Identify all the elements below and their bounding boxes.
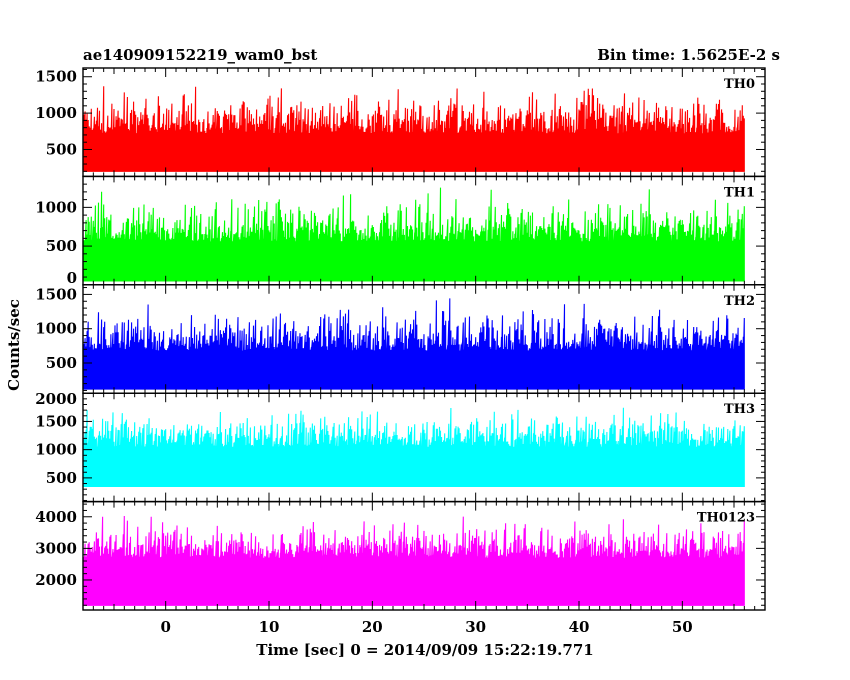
series-th0 [82,86,745,172]
y-tick-label: 1500 [35,412,77,430]
y-tick-label: 500 [46,237,77,255]
panel-th0: 500 1000 1500 TH0 [35,67,766,178]
panel-label-th1: TH1 [724,185,755,200]
panel-th2: 500 1000 1500 TH2 [35,284,766,394]
x-tick-label: 0 [160,618,170,636]
panel-label-th3: TH3 [724,402,755,417]
x-tick-label: 10 [259,618,280,636]
y-tick-label: 1500 [35,68,77,86]
y-tick-label: 0 [67,269,77,287]
y-tick-label: 500 [46,469,77,487]
y-tick-label: 1000 [35,320,77,338]
y-tick-label: 1000 [35,198,77,216]
y-tick-label: 500 [46,141,77,159]
series-th2 [82,298,745,390]
y-tick-label: 1500 [35,285,77,303]
x-tick-label: 30 [465,618,486,636]
y-axis-label: Counts/sec [5,299,23,391]
panel-th3: 500 1000 1500 2000 TH3 [35,390,766,503]
y-tick-label: 3000 [35,539,77,557]
y-tick-label: 2000 [35,390,77,408]
series-th1 [82,187,745,282]
y-tick-label: 1000 [35,441,77,459]
chart-title: ae140909152219_wam0_bst [83,46,317,64]
x-tick-label: 40 [569,618,590,636]
x-tick-label: 20 [362,618,383,636]
panel-th1: 0 500 1000 TH1 [35,175,766,287]
y-tick-label: 500 [46,354,77,372]
panel-th0123: 2000 3000 4000 TH0123 [35,500,766,611]
x-tick-label: 50 [672,618,693,636]
series-th3 [82,407,745,487]
panel-label-th0: TH0 [724,77,755,92]
panel-label-th2: TH2 [724,294,755,309]
y-tick-label: 4000 [35,508,77,526]
panel-label-th0123: TH0123 [697,511,755,526]
x-axis-label: Time [sec] 0 = 2014/09/09 15:22:19.771 [256,641,593,659]
chart-subtitle: Bin time: 1.5625E-2 s [597,46,780,64]
series-th0123 [82,515,745,606]
x-axis: 0 10 20 30 40 50 [160,618,692,636]
y-tick-label: 2000 [35,571,77,589]
y-tick-label: 1000 [35,104,77,122]
